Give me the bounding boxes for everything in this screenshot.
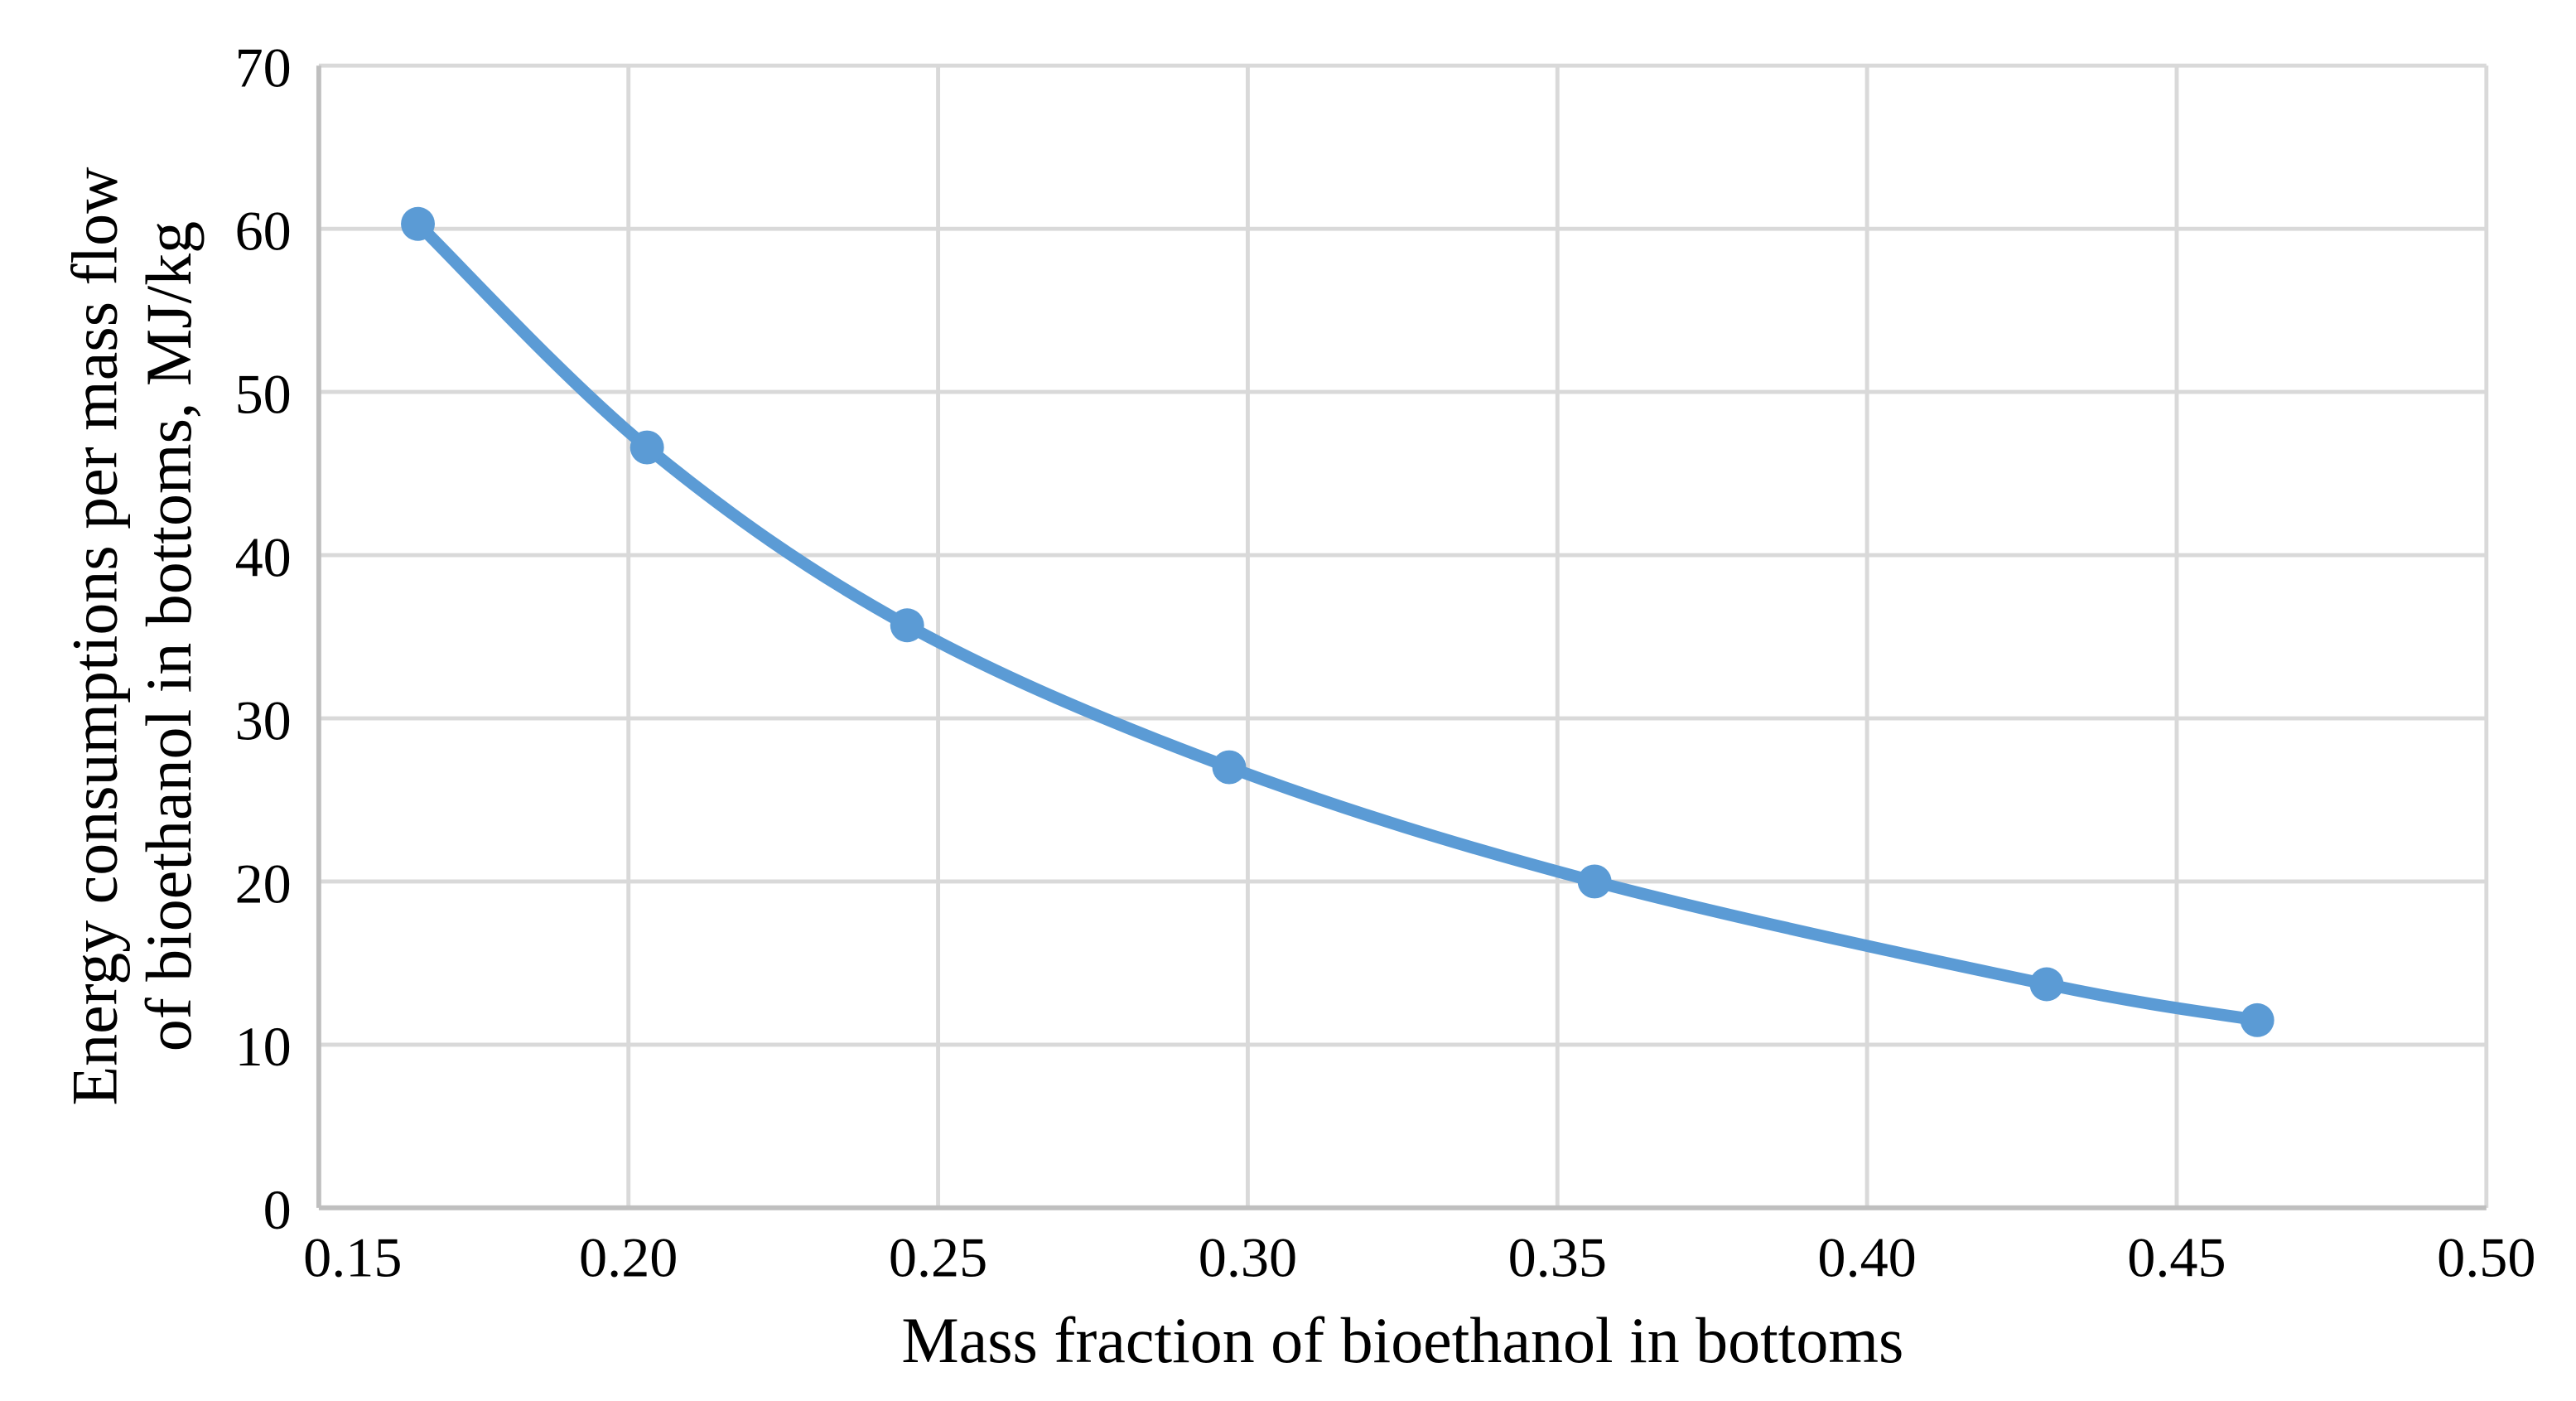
series-line-group [412, 217, 2264, 1027]
energy-consumption-chart: 0.15 0.20 0.25 0.30 0.35 0.40 0.45 0.50 0 10 20 30… [33, 13, 2543, 1388]
y-tick-label: 30 [235, 688, 292, 751]
y-tick-label: 20 [235, 852, 292, 915]
y-tick-label: 40 [235, 525, 292, 588]
x-tick-label: 0.45 [2127, 1226, 2226, 1289]
x-tick-label: 0.25 [889, 1226, 987, 1289]
data-point-markers [401, 206, 2275, 1037]
data-point-marker [1577, 864, 1612, 899]
x-tick-label: 0.15 [303, 1226, 402, 1289]
y-tick-label: 0 [263, 1178, 292, 1241]
y-tick-label: 10 [235, 1015, 292, 1078]
series-line [412, 217, 2264, 1027]
chart-svg: 0.15 0.20 0.25 0.30 0.35 0.40 0.45 0.50 0 10 20 30… [59, 36, 2535, 1376]
data-point-marker [401, 206, 435, 241]
y-axis-title-line1: Energy consumptions per mass flow [59, 167, 130, 1106]
x-tick-label: 0.40 [1817, 1226, 1916, 1289]
y-tick-label: 50 [235, 362, 292, 425]
y-tick-labels: 0 10 20 30 40 50 60 70 [235, 36, 292, 1242]
axes [316, 65, 2487, 1210]
x-tick-label: 0.35 [1508, 1226, 1607, 1289]
data-point-marker [2240, 1002, 2275, 1037]
y-tick-label: 70 [235, 36, 292, 99]
y-tick-label: 60 [235, 200, 292, 263]
x-tick-label: 0.50 [2437, 1226, 2535, 1289]
y-axis-title-line2: of bioethanol in bottoms, MJ/kg [133, 221, 205, 1051]
gridlines [318, 63, 2489, 1208]
data-point-marker [2029, 967, 2064, 1002]
x-tick-label: 0.30 [1199, 1226, 1297, 1289]
data-point-marker [630, 430, 664, 465]
data-point-marker [890, 608, 924, 643]
x-axis-title: Mass fraction of bioethanol in bottoms [901, 1305, 1903, 1376]
x-tick-labels: 0.15 0.20 0.25 0.30 0.35 0.40 0.45 0.50 [303, 1226, 2535, 1289]
data-point-marker [1212, 750, 1247, 785]
x-tick-label: 0.20 [579, 1226, 678, 1289]
